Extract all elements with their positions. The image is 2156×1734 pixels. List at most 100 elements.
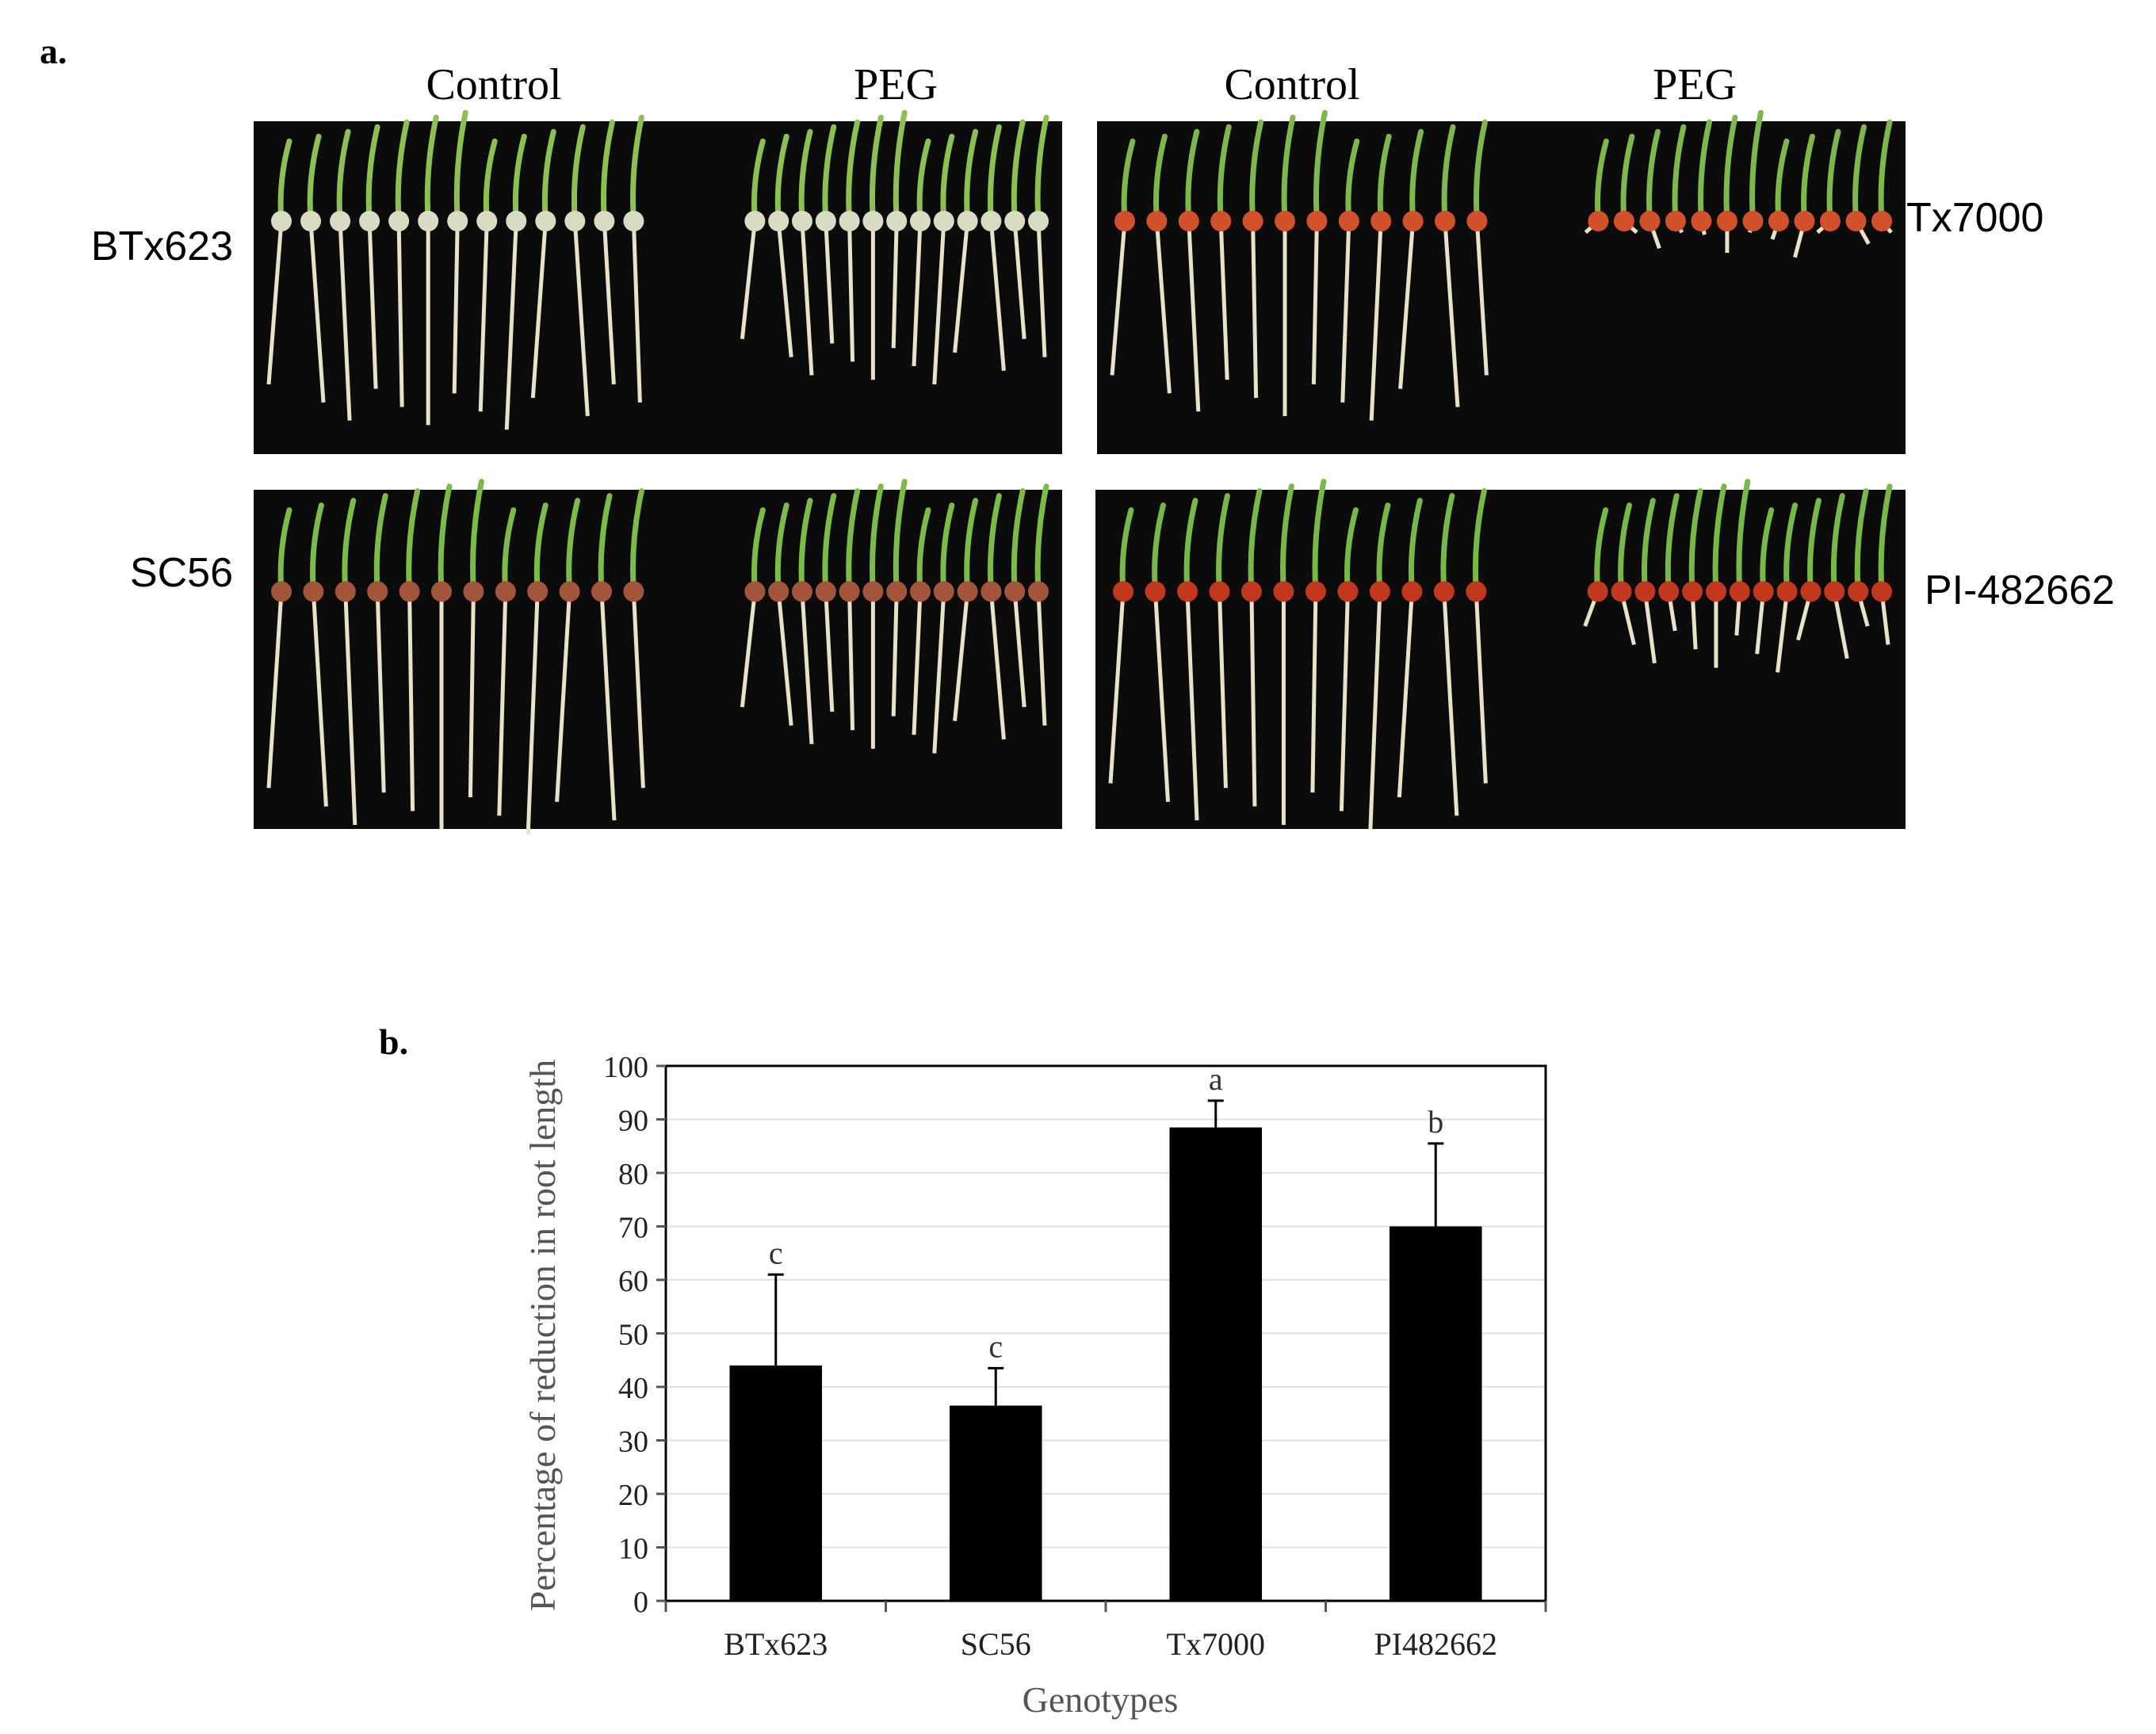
seedling-root: [631, 220, 642, 403]
seedling-seed: [839, 211, 860, 231]
significance-letter: b: [1428, 1104, 1443, 1140]
seedling-seed: [886, 211, 908, 231]
seedling-root: [367, 220, 378, 389]
seedling-root: [1311, 220, 1319, 384]
seedling-seed: [388, 211, 410, 231]
seedling-root: [932, 220, 946, 385]
seedling-seed: [1113, 581, 1133, 602]
seedling-shoot: [1698, 119, 1712, 224]
y-axis-ticks: 0 10 20 30 40 50 60 70 80 90 100: [603, 1051, 666, 1619]
seedling-seed: [1176, 581, 1198, 602]
seedling-seed: [886, 581, 908, 602]
seedling-root: [988, 591, 1006, 740]
seedling-seed: [1210, 211, 1232, 231]
seedling-root: [1251, 220, 1259, 399]
seedling-root: [800, 591, 814, 745]
bars: c c a b: [729, 1061, 1482, 1601]
bar-pi482662: [1389, 1226, 1482, 1601]
seedling-root: [1474, 591, 1488, 784]
seedling-seed: [792, 211, 812, 231]
seedling-shoot: [453, 109, 468, 224]
seedling-shoot: [846, 119, 861, 224]
seedling-seed: [1753, 581, 1774, 602]
seedling-root: [824, 220, 835, 344]
seedling-seed: [1178, 211, 1199, 231]
y-tick-label: 70: [618, 1212, 648, 1245]
seedling-seed: [862, 211, 884, 231]
seedling-seed: [1848, 581, 1869, 602]
y-tick-label: 90: [618, 1105, 648, 1138]
x-tick-label: Tx7000: [1167, 1626, 1265, 1662]
seedling-root: [396, 220, 404, 407]
seedling-seed: [300, 211, 322, 231]
seedling-seed: [271, 581, 292, 602]
seedling-root: [1474, 220, 1489, 376]
seedling-root: [1036, 220, 1047, 357]
seedling-seed: [1370, 211, 1392, 231]
seedling-root: [1154, 220, 1172, 394]
peg-seedlings: [1583, 479, 1893, 673]
genotype-label-tx7000: Tx7000: [1906, 195, 2043, 241]
seedling-seed: [1613, 211, 1634, 231]
column-header-control-right: Control: [1224, 60, 1359, 109]
seedling-root: [1218, 220, 1229, 380]
seedling-shoot: [373, 493, 388, 594]
seedling-root: [800, 220, 814, 376]
seedling-seed: [330, 211, 351, 231]
seedling-seed: [1466, 581, 1487, 602]
seedling-seed: [744, 211, 766, 231]
y-tick-label: 10: [618, 1533, 648, 1566]
seedling-seed: [1028, 211, 1049, 231]
seedling-shoot: [1248, 488, 1263, 594]
seedling-shoot: [1472, 488, 1487, 594]
seedling-seed: [271, 211, 292, 231]
seedling-root: [308, 220, 326, 403]
seedling-shoot: [822, 493, 837, 594]
photo-background: [254, 121, 1062, 454]
seedling-seed: [334, 581, 356, 602]
seedling-seed: [1004, 581, 1026, 602]
seedling-seed: [1845, 211, 1867, 231]
seedling-seed: [744, 581, 766, 602]
column-header-peg-right: PEG: [1653, 60, 1737, 109]
seedling-shoot: [1878, 119, 1893, 224]
seedling-root: [631, 591, 645, 789]
y-tick-label: 0: [633, 1586, 648, 1619]
seedling-root: [1185, 591, 1199, 821]
bar-tx7000: [1169, 1127, 1263, 1601]
column-header-control-left: Control: [426, 60, 561, 109]
seedling-seed: [1716, 211, 1737, 231]
seedling-shoot: [470, 479, 484, 594]
seedling-root: [740, 591, 757, 708]
seedling-seed: [933, 211, 954, 231]
seedling-shoot: [1749, 109, 1764, 224]
seedling-shoot: [1878, 483, 1893, 594]
seedling-shoot: [406, 488, 421, 594]
seedling-shoot: [630, 488, 644, 594]
seedling-seed: [591, 581, 612, 602]
control-seedlings: [266, 109, 644, 430]
seedling-seed: [1665, 211, 1686, 231]
seedling-seed: [1242, 211, 1263, 231]
y-axis-label: Percentage of reduction in root length: [522, 1060, 563, 1611]
seedling-seed: [1794, 211, 1815, 231]
seedling-seed: [981, 581, 1002, 602]
seedling-root: [468, 591, 476, 797]
y-tick-label: 80: [618, 1158, 648, 1191]
seedling-shoot: [600, 119, 615, 224]
seedling-seed: [399, 581, 420, 602]
seedling-shoot: [1249, 119, 1264, 224]
seedling-seed: [768, 211, 789, 231]
seedling-seed: [1004, 211, 1026, 231]
x-axis-ticks: BTx623 SC56 Tx7000 PI482662: [664, 1601, 1547, 1662]
seedling-seed: [367, 581, 388, 602]
seedling-seed: [418, 211, 439, 231]
seedling-root: [452, 220, 460, 394]
seedling-shoot: [1830, 493, 1845, 594]
seedling-root: [497, 591, 508, 816]
seedling-seed: [1275, 211, 1295, 231]
seedling-shoot: [598, 493, 613, 594]
photo-background: [254, 490, 1062, 829]
